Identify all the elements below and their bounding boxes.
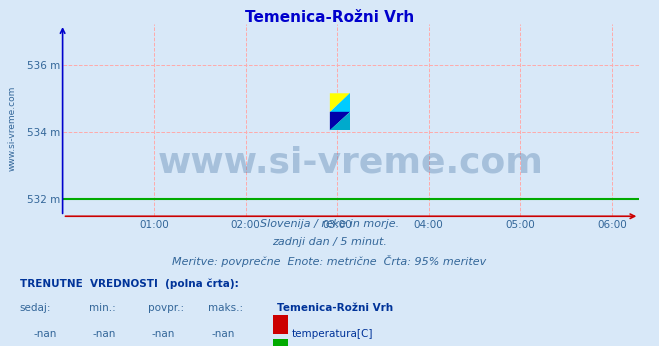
Text: sedaj:: sedaj: — [20, 303, 51, 313]
Text: www.si-vreme.com: www.si-vreme.com — [158, 145, 544, 179]
Text: Temenica-Rožni Vrh: Temenica-Rožni Vrh — [277, 303, 393, 313]
Polygon shape — [330, 93, 350, 112]
Text: povpr.:: povpr.: — [148, 303, 185, 313]
Polygon shape — [330, 93, 350, 112]
Text: TRENUTNE  VREDNOSTI  (polna črta):: TRENUTNE VREDNOSTI (polna črta): — [20, 279, 239, 289]
Text: zadnji dan / 5 minut.: zadnji dan / 5 minut. — [272, 237, 387, 247]
Polygon shape — [330, 112, 350, 130]
Text: temperatura[C]: temperatura[C] — [292, 329, 374, 339]
Text: www.si-vreme.com: www.si-vreme.com — [8, 85, 17, 171]
Text: Temenica-Rožni Vrh: Temenica-Rožni Vrh — [245, 10, 414, 25]
Text: Meritve: povprečne  Enote: metrične  Črta: 95% meritev: Meritve: povprečne Enote: metrične Črta:… — [173, 255, 486, 267]
Text: Slovenija / reke in morje.: Slovenija / reke in morje. — [260, 219, 399, 229]
Text: -nan: -nan — [211, 329, 235, 339]
Text: maks.:: maks.: — [208, 303, 243, 313]
Text: min.:: min.: — [89, 303, 116, 313]
Polygon shape — [330, 112, 350, 130]
Text: -nan: -nan — [33, 329, 57, 339]
Text: -nan: -nan — [152, 329, 175, 339]
Text: -nan: -nan — [92, 329, 116, 339]
